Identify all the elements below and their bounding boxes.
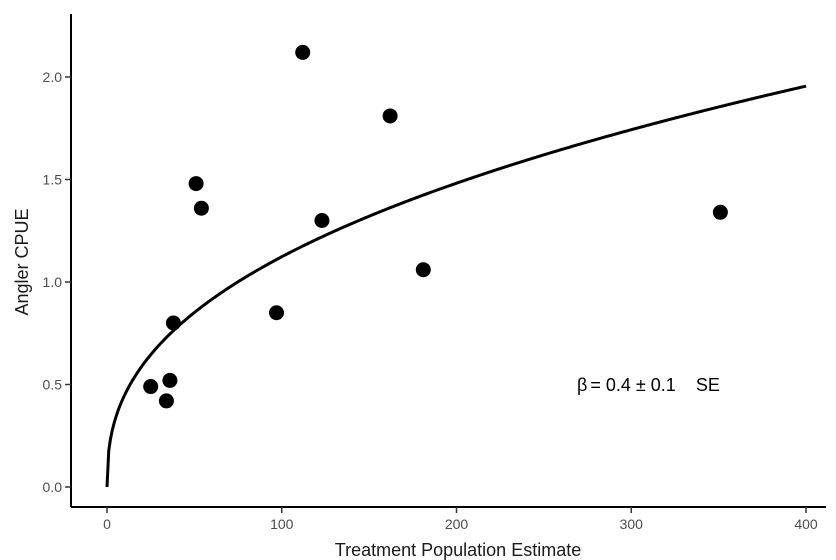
fit-curve (105, 84, 807, 488)
y-tick-label-0: 0.0 (43, 479, 63, 495)
data-point-12 (712, 204, 728, 220)
x-tick-label-3: 300 (620, 516, 644, 532)
data-point-8 (295, 44, 311, 60)
y-tick-label-2: 1.0 (43, 274, 63, 290)
beta-value: = 0.4 ± 0.1 (590, 375, 675, 395)
data-point-2 (158, 393, 174, 409)
y-tick-label-4: 2.0 (43, 69, 63, 85)
se-label: SE (696, 375, 720, 395)
beta-annotation: β = 0.4 ± 0.1 SE (577, 375, 720, 395)
x-tick-label-1: 100 (270, 516, 294, 532)
data-point-10 (382, 108, 398, 124)
data-point-3 (162, 372, 178, 388)
data-point-6 (193, 200, 209, 216)
data-point-4 (165, 315, 181, 331)
data-point-11 (415, 262, 431, 278)
x-axis-title: Treatment Population Estimate (335, 540, 581, 560)
data-point-9 (314, 213, 330, 228)
y-tick-label-1: 0.5 (43, 377, 63, 393)
data-point-7 (269, 305, 285, 321)
x-tick-label-4: 400 (794, 516, 818, 532)
y-tick-label-3: 1.5 (43, 172, 63, 188)
y-axis-title: Angler CPUE (12, 208, 32, 315)
beta-symbol: β (577, 375, 587, 395)
x-tick-label-0: 0 (103, 516, 111, 532)
x-tick-label-2: 200 (445, 516, 469, 532)
data-point-1 (143, 379, 159, 395)
data-point-5 (188, 176, 204, 192)
